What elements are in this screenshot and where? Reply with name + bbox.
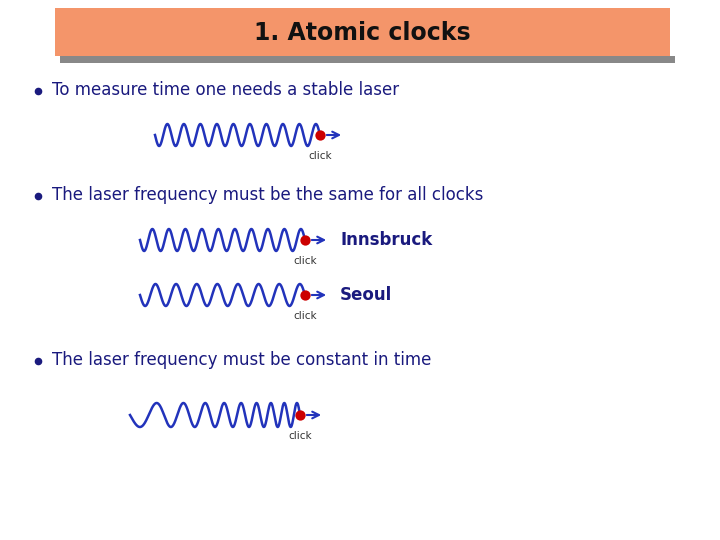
Text: The laser frequency must be the same for all clocks: The laser frequency must be the same for… <box>52 186 483 204</box>
Point <box>300 235 311 244</box>
Point <box>300 291 311 299</box>
Point <box>32 357 44 366</box>
Point <box>32 192 44 200</box>
Point <box>294 411 306 420</box>
Bar <box>60 56 675 63</box>
Text: To measure time one needs a stable laser: To measure time one needs a stable laser <box>52 81 399 99</box>
Text: click: click <box>288 431 312 441</box>
Text: Seoul: Seoul <box>340 286 392 304</box>
Text: The laser frequency must be constant in time: The laser frequency must be constant in … <box>52 351 431 369</box>
Text: click: click <box>293 256 317 266</box>
Point <box>314 131 325 139</box>
Text: Innsbruck: Innsbruck <box>340 231 432 249</box>
Text: 1. Atomic clocks: 1. Atomic clocks <box>253 21 470 45</box>
Point <box>32 87 44 96</box>
Bar <box>55 8 670 56</box>
Text: click: click <box>293 311 317 321</box>
Text: click: click <box>308 151 332 161</box>
